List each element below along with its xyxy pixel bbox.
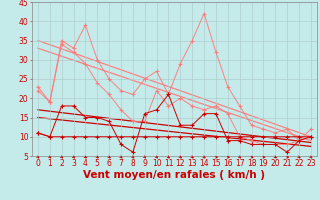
X-axis label: Vent moyen/en rafales ( km/h ): Vent moyen/en rafales ( km/h ) bbox=[84, 170, 265, 180]
